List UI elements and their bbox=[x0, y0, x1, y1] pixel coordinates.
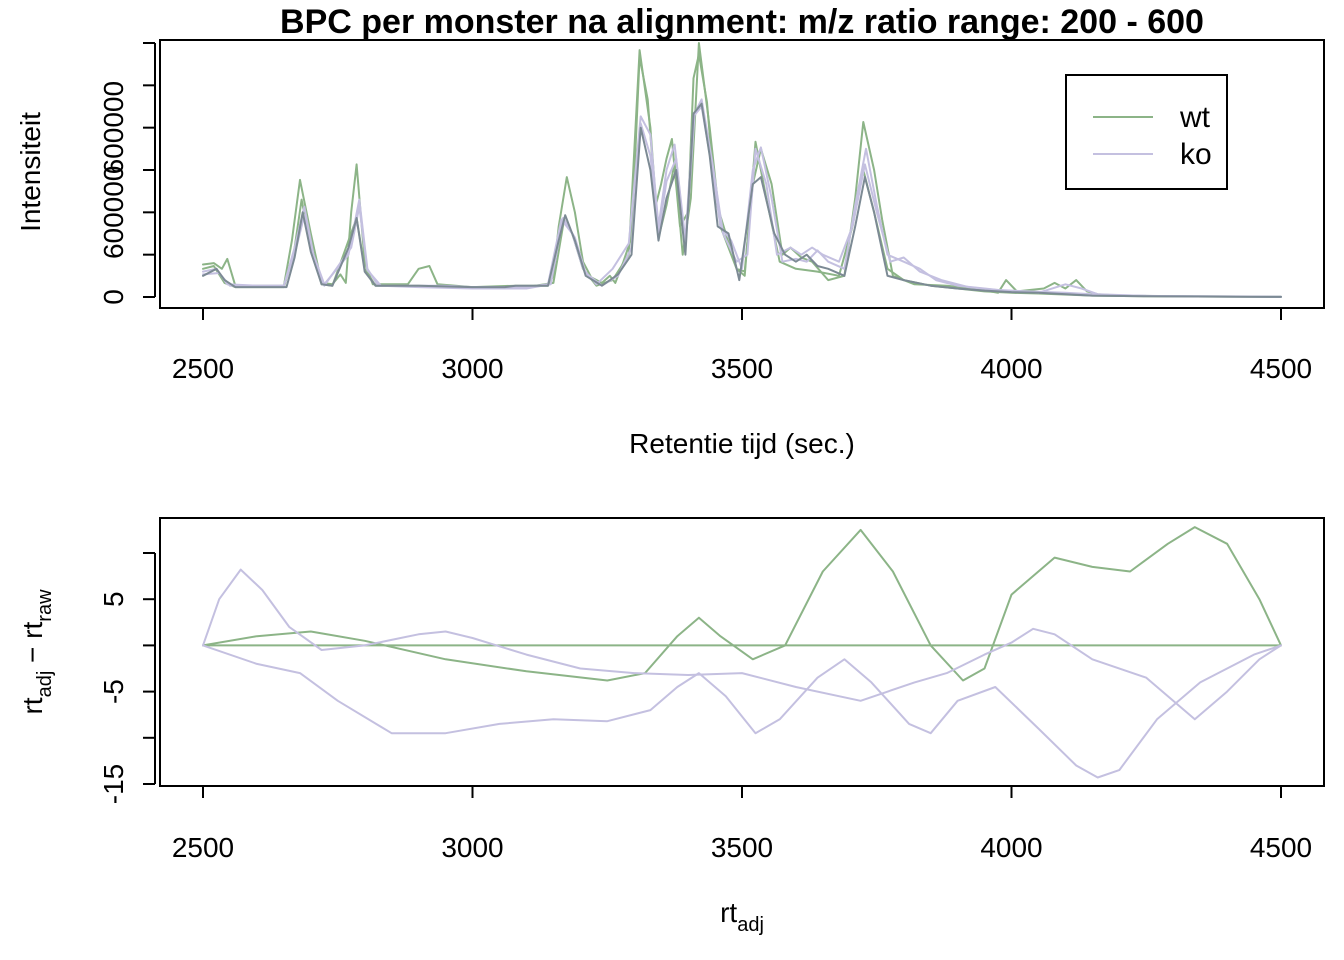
x-tick-label: 2500 bbox=[172, 832, 234, 863]
x-axis-bottom: 2500 3000 3500 4000 4500 bbox=[172, 785, 1312, 863]
x-tick-label: 4000 bbox=[980, 832, 1042, 863]
x-axis-label-bottom: rtadj bbox=[720, 897, 764, 936]
legend-box bbox=[1065, 74, 1228, 190]
rt-series-group bbox=[202, 526, 1282, 779]
x-tick-label: 4500 bbox=[1250, 832, 1312, 863]
x-tick-label: 3500 bbox=[711, 832, 773, 863]
y-tick-label: 5 bbox=[98, 591, 129, 607]
x-tick-label: 3500 bbox=[711, 353, 773, 384]
x-tick-label: 4000 bbox=[980, 353, 1042, 384]
x-tick-label: 2500 bbox=[172, 353, 234, 384]
legend: wt ko bbox=[1065, 74, 1228, 190]
x-tick-label: 3000 bbox=[441, 353, 503, 384]
y-tick-label: 600000 bbox=[98, 81, 129, 174]
rt-adjustment-plot-panel: 2500 3000 3500 4000 4500 -15 -5 5 rtadj rtadj … bbox=[17, 517, 1325, 936]
x-tick-label: 4500 bbox=[1250, 353, 1312, 384]
x-tick-label: 3000 bbox=[441, 832, 503, 863]
y-tick-label: 0 bbox=[98, 289, 129, 305]
x-axis-label-top: Retentie tijd (sec.) bbox=[629, 428, 855, 459]
bpc-series-group bbox=[202, 42, 1282, 298]
rt-series-line-1 bbox=[202, 526, 1282, 682]
x-axis-top: 2500 3000 3500 4000 4500 bbox=[172, 307, 1312, 384]
y-tick-label: -15 bbox=[98, 764, 129, 804]
bpc-series-line-0 bbox=[202, 53, 1282, 298]
chart-title: BPC per monster na alignment: m/z ratio … bbox=[280, 3, 1204, 41]
bpc-series-line-4 bbox=[202, 102, 1282, 298]
y-tick-label: 600000 bbox=[98, 166, 129, 259]
rt-series-line-3 bbox=[202, 644, 1282, 779]
legend-label-wt: wt bbox=[1179, 101, 1211, 134]
y-axis-label-top: Intensiteit bbox=[15, 112, 46, 232]
bpc-plot-panel: BPC per monster na alignment: m/z ratio … bbox=[15, 3, 1325, 459]
legend-label-ko: ko bbox=[1180, 138, 1212, 171]
y-axis-bottom: -15 -5 5 bbox=[98, 552, 156, 804]
rt-series-line-2 bbox=[202, 568, 1282, 721]
y-tick-label: -5 bbox=[98, 679, 129, 704]
y-axis-label-bottom: rtadj − rtraw bbox=[17, 589, 56, 715]
